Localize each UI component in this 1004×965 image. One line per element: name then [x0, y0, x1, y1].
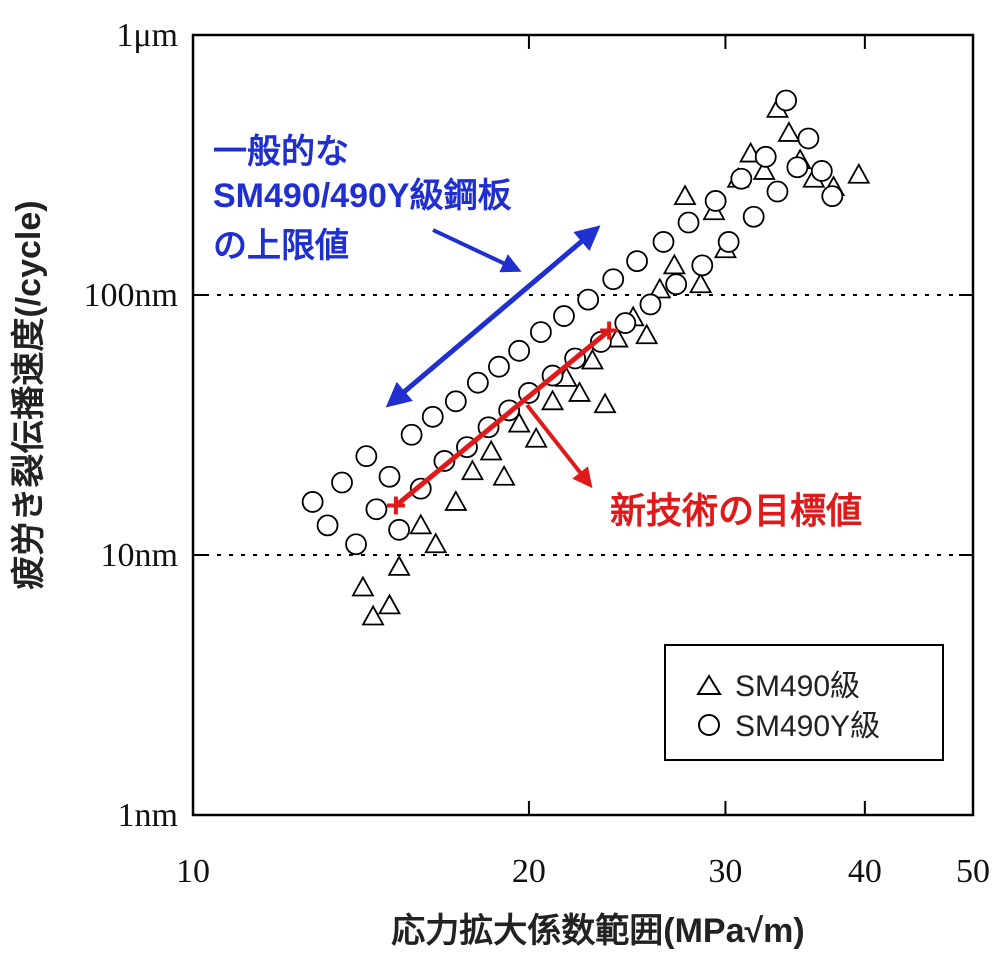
data-point-circle	[508, 339, 531, 362]
legend-circle-icon	[698, 714, 720, 736]
legend-triangle-icon	[696, 674, 722, 695]
data-point-triangle	[479, 439, 503, 461]
data-point-circle	[378, 465, 401, 488]
x-tick-label: 20	[512, 853, 546, 890]
y-tick-label: 1μm	[116, 17, 178, 54]
data-point-circle	[821, 185, 844, 208]
data-point-circle	[786, 156, 809, 179]
data-point-triangle	[351, 575, 375, 597]
data-point-circle	[345, 533, 367, 556]
data-point-circle	[388, 518, 411, 541]
blue-annotation-line-3: の上限値	[213, 227, 349, 265]
data-point-triangle	[387, 555, 411, 576]
data-point-triangle	[460, 459, 484, 481]
data-point-triangle	[361, 604, 385, 626]
plot-frame	[191, 33, 975, 817]
x-tick-label: 40	[848, 853, 882, 890]
data-point-circle	[466, 371, 489, 394]
data-point-circle	[639, 293, 662, 316]
data-point-circle	[553, 305, 575, 327]
data-point-circle	[331, 471, 353, 494]
x-axis-title: 応力拡大係数範囲(MPa√m)	[391, 912, 804, 950]
data-point-triangle	[752, 159, 776, 180]
data-point-circle	[704, 190, 727, 212]
legend-box	[664, 644, 944, 761]
x-tick-label: 10	[176, 853, 210, 890]
data-point-circle	[577, 288, 600, 311]
data-point-circle	[444, 390, 467, 413]
data-point-circle	[529, 321, 552, 343]
data-point-circle	[691, 254, 714, 277]
data-point-circle	[614, 312, 637, 334]
data-point-circle	[810, 160, 833, 182]
legend: SM490級 SM490Y級	[664, 644, 944, 761]
data-point-triangle	[847, 162, 871, 184]
data-point-triangle	[507, 411, 531, 433]
red-endpoint-star-icon	[600, 321, 619, 340]
red-pointer-arrow	[525, 403, 593, 489]
data-point-triangle	[524, 426, 548, 448]
red-annotation-label: 新技術の目標値	[610, 490, 862, 531]
data-point-circle	[301, 491, 324, 513]
data-point-triangle	[444, 490, 468, 511]
data-point-circle	[602, 268, 625, 291]
data-point-circle	[652, 231, 675, 253]
data-point-circle	[433, 450, 456, 472]
data-point-circle	[355, 445, 378, 468]
data-point-circle	[665, 273, 688, 296]
data-point-circle	[766, 180, 789, 203]
blue-upper-limit-line	[385, 225, 601, 408]
data-point-circle	[400, 423, 423, 446]
data-point-triangle	[673, 184, 697, 206]
legend-label-sm490y: SM490Y級	[735, 710, 880, 743]
data-point-triangle	[409, 513, 433, 535]
data-point-circle	[754, 145, 777, 168]
y-tick-label: 10nm	[101, 537, 178, 574]
grid-lines	[193, 294, 973, 556]
x-tick-label: 30	[708, 853, 742, 890]
data-point-triangle	[689, 272, 713, 294]
data-point-triangle	[605, 326, 629, 348]
data-point-circle	[677, 211, 700, 234]
data-point-circle	[365, 498, 388, 521]
y-tick-label: 1nm	[118, 797, 178, 834]
data-point-circle	[626, 250, 648, 273]
blue-annotation-line-2: SM490/490Y級鋼板	[213, 177, 512, 215]
blue-annotation-label: 一般的な SM490/490Y級鋼板 の上限値	[213, 133, 512, 265]
data-point-circle	[488, 355, 510, 378]
y-tick-label: 100nm	[84, 277, 178, 314]
data-point-circle	[717, 231, 740, 253]
data-point-triangle	[662, 253, 686, 275]
data-point-circle	[775, 89, 797, 112]
data-point-circle	[797, 127, 820, 150]
data-point-triangle	[777, 121, 801, 142]
data-points	[301, 89, 871, 626]
axis-ticks: 10 20 30 40 50 1nm 10nm 100nm 1μm	[84, 17, 990, 890]
data-point-triangle	[648, 277, 672, 299]
x-tick-label: 50	[956, 853, 990, 890]
blue-pointer-arrow	[432, 228, 522, 273]
red-target-line	[394, 328, 611, 508]
data-point-circle	[730, 167, 753, 190]
blue-annotation-line-1: 一般的な	[213, 133, 349, 171]
y-axis-title: 疲労き裂伝播速度(/cycle)	[10, 200, 48, 589]
data-point-triangle	[541, 389, 565, 411]
data-point-triangle	[424, 532, 448, 554]
red-endpoint-star-icon	[386, 496, 405, 515]
legend-label-sm490: SM490級	[735, 670, 860, 703]
annotation-lines	[385, 225, 619, 515]
data-point-triangle	[593, 392, 617, 414]
data-point-circle	[421, 405, 444, 428]
data-point-triangle	[635, 323, 659, 345]
data-point-circle	[316, 514, 339, 537]
data-point-circle	[742, 205, 765, 228]
data-point-triangle	[492, 464, 516, 486]
data-point-triangle	[377, 593, 402, 615]
